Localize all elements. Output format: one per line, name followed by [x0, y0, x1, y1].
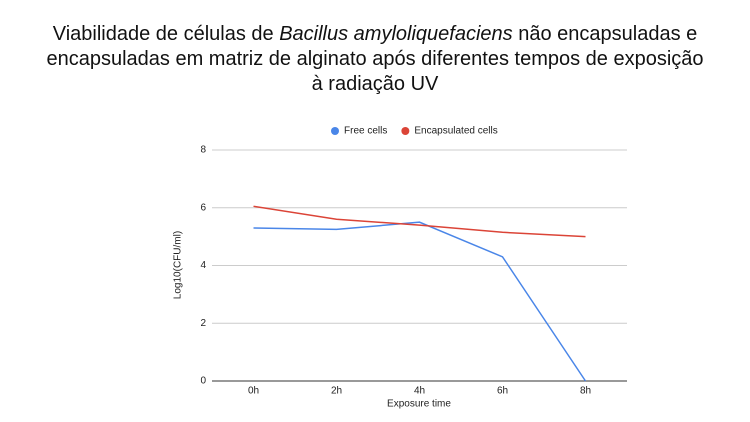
title-part: não encapsuladas e encapsuladas em matri…: [46, 23, 704, 95]
y-tick-label: 6: [200, 202, 206, 213]
x-tick-label: 0h: [248, 386, 259, 397]
y-tick-label: 8: [200, 145, 206, 156]
legend-swatch: [331, 127, 339, 135]
x-axis-label: Exposure time: [387, 399, 451, 410]
y-tick-label: 2: [200, 318, 206, 329]
y-tick-label: 0: [200, 376, 206, 387]
series-line: [253, 221, 587, 382]
legend-swatch: [401, 127, 410, 135]
x-tick-label: 6h: [497, 386, 508, 397]
legend-label: Encapsulated cells: [414, 126, 497, 137]
x-tick-label: 8h: [580, 386, 591, 397]
legend-label: Free cells: [344, 126, 387, 137]
chart-title: Viabilidade de células de Bacillus amylo…: [40, 22, 710, 97]
x-tick-label: 2h: [331, 386, 342, 397]
y-axis-label: Log10(CFU/ml): [173, 231, 184, 299]
title-part: Viabilidade de células de: [52, 23, 280, 45]
x-tick-label: 4h: [414, 386, 425, 397]
series-line: [253, 205, 586, 238]
title-species: Bacillus amyloliquefaciens: [279, 23, 513, 45]
y-tick-label: 4: [200, 260, 206, 271]
